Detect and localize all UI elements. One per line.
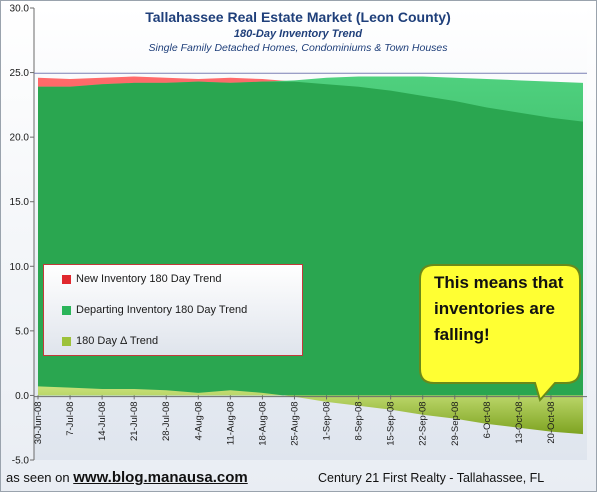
legend-entry-delta: 180 Day Δ Trend: [62, 335, 159, 349]
x-tick-label: 29-Sep-08: [450, 401, 461, 445]
legend-swatch-delta: [62, 337, 71, 346]
chart-subtitle: 180-Day Inventory Trend: [234, 28, 362, 40]
legend-swatch-departing: [62, 306, 71, 315]
x-tick-label: 28-Jul-08: [161, 401, 172, 441]
chart-subtitle-2: Single Family Detached Homes, Condominiu…: [149, 42, 449, 54]
y-ticks: 30.0 25.0 20.0 15.0 10.0 5.0 0.0 -5.0: [10, 4, 34, 467]
footer-prefix: as seen on: [6, 470, 70, 485]
chart-legend: New Inventory 180 Day Trend Departing In…: [43, 264, 303, 356]
legend-entry-departing: Departing Inventory 180 Day Trend: [62, 304, 248, 318]
y-tick-label: 30.0: [10, 4, 30, 15]
x-ticks: 30-Jun-08 7-Jul-08 14-Jul-08 21-Jul-08 28-Ju…: [33, 395, 557, 446]
x-tick-label: 6-Oct-08: [482, 401, 493, 438]
x-tick-label: 14-Jul-08: [97, 401, 108, 441]
legend-swatch-new: [62, 275, 71, 284]
x-tick-label: 8-Sep-08: [354, 401, 365, 440]
y-tick-label: 10.0: [10, 262, 30, 273]
x-tick-label: 20-Oct-08: [546, 401, 557, 443]
y-tick-label: 20.0: [10, 133, 30, 144]
chart-title: Tallahassee Real Estate Market (Leon Cou…: [145, 9, 451, 25]
x-tick-label: 11-Aug-08: [225, 401, 236, 445]
y-tick-label: 15.0: [10, 197, 30, 208]
x-tick-label: 30-Jun-08: [33, 401, 44, 444]
x-tick-label: 4-Aug-08: [193, 401, 204, 440]
legend-entry-new: New Inventory 180 Day Trend: [62, 273, 222, 287]
x-tick-label: 1-Sep-08: [322, 401, 333, 440]
y-tick-label: 5.0: [15, 326, 29, 337]
x-tick-label: 15-Sep-08: [386, 401, 397, 445]
y-tick-label: 25.0: [10, 68, 30, 79]
y-tick-label: 0.0: [15, 391, 29, 402]
x-tick-label: 21-Jul-08: [129, 401, 140, 441]
callout-bubble: [419, 264, 581, 403]
legend-label-new: New Inventory 180 Day Trend: [76, 273, 222, 285]
footer-credit: Century 21 First Realty - Tallahassee, F…: [318, 471, 545, 485]
footer-link[interactable]: www.blog.manausa.com: [73, 469, 248, 486]
x-tick-label: 18-Aug-08: [257, 401, 268, 445]
x-tick-label: 7-Jul-08: [65, 401, 76, 435]
series-delta-area: [38, 386, 583, 435]
legend-label-delta: 180 Day Δ Trend: [76, 335, 159, 347]
footer-source: as seen on www.blog.manausa.com: [6, 469, 248, 486]
y-tick-label: -5.0: [12, 456, 30, 467]
callout-annotation: This means that inventories are falling!: [434, 273, 564, 344]
legend-label-departing: Departing Inventory 180 Day Trend: [76, 304, 248, 316]
x-tick-label: 22-Sep-08: [418, 401, 429, 445]
x-tick-label: 25-Aug-08: [289, 401, 300, 445]
x-tick-label: 13-Oct-08: [514, 401, 525, 443]
